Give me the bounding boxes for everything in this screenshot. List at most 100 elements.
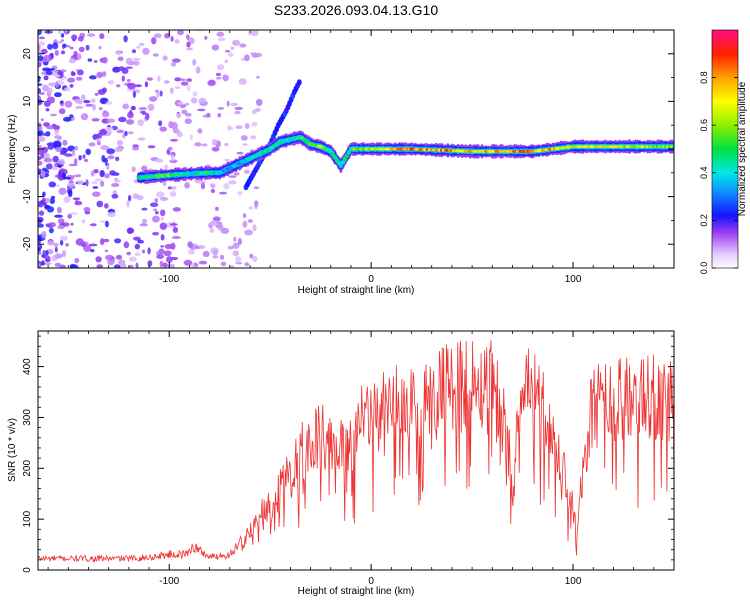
spectral-noise-blob bbox=[128, 264, 134, 268]
colorbar-tick-label: 0.4 bbox=[699, 167, 709, 180]
snr-panel: -100 0 100 0 100 200 300 400 Height of straight… bbox=[7, 330, 675, 597]
spectral-noise-blob bbox=[40, 118, 44, 121]
spectral-noise-blob bbox=[101, 99, 107, 104]
spectrogram-x-tick-label: 100 bbox=[565, 274, 582, 285]
spectral-noise-blob bbox=[49, 197, 55, 204]
spectral-noise-blob bbox=[41, 146, 48, 154]
spectral-noise-blob bbox=[98, 46, 102, 50]
spectral-noise-blob bbox=[146, 77, 153, 81]
spectral-ridge-mark bbox=[336, 161, 341, 165]
spectral-noise-blob bbox=[186, 47, 193, 51]
spectral-noise-blob bbox=[113, 264, 121, 268]
spectral-noise-blob bbox=[125, 119, 135, 125]
spectral-noise-blob bbox=[170, 186, 177, 190]
spectral-noise-blob bbox=[96, 264, 104, 268]
snr-y-tick-label: 100 bbox=[22, 510, 33, 527]
spectral-noise-blob bbox=[59, 101, 64, 104]
spectral-noise-blob bbox=[46, 125, 55, 130]
spectrogram-y-tick-label: 0 bbox=[22, 146, 33, 152]
spectral-noise-blob bbox=[54, 129, 60, 136]
spectral-noise-blob bbox=[211, 146, 220, 152]
spectral-noise-blob bbox=[154, 89, 160, 93]
spectral-noise-blob bbox=[137, 119, 144, 126]
spectral-noise-blob bbox=[85, 148, 91, 155]
spectral-noise-blob bbox=[154, 197, 159, 203]
spectral-noise-blob bbox=[92, 191, 101, 197]
spectral-noise-blob bbox=[84, 158, 88, 163]
spectral-noise-blob bbox=[45, 69, 53, 76]
spectral-noise-blob bbox=[215, 77, 222, 80]
spectral-ridge-mark bbox=[328, 150, 333, 153]
spectral-noise-blob bbox=[38, 50, 42, 54]
spectral-noise-blob bbox=[159, 90, 163, 97]
spectrogram-y-tick-label: -20 bbox=[22, 237, 33, 252]
spectral-noise-blob bbox=[87, 33, 96, 37]
spectral-noise-blob bbox=[194, 142, 202, 147]
spectral-noise-blob bbox=[159, 260, 164, 268]
spectral-noise-blob bbox=[235, 125, 243, 130]
spectral-noise-blob bbox=[58, 30, 62, 34]
spectral-noise-blob bbox=[162, 180, 167, 187]
spectral-noise-blob bbox=[198, 97, 207, 104]
spectral-noise-blob bbox=[174, 39, 180, 44]
spectral-noise-blob bbox=[100, 238, 105, 246]
spectral-noise-blob bbox=[82, 154, 86, 159]
colorbar-tick-label: 0.6 bbox=[699, 119, 709, 132]
spectral-noise-blob bbox=[43, 157, 53, 163]
spectral-noise-blob bbox=[163, 80, 170, 84]
spectral-noise-blob bbox=[242, 220, 248, 228]
spectral-noise-blob bbox=[47, 87, 53, 95]
spectral-noise-blob bbox=[105, 126, 114, 132]
spectral-noise-blob bbox=[72, 197, 81, 201]
spectral-noise-blob bbox=[88, 142, 96, 147]
spectral-noise-blob bbox=[90, 98, 96, 103]
spectral-noise-blob bbox=[136, 195, 144, 201]
spectral-ridge-mark bbox=[346, 151, 352, 154]
spectral-noise-blob bbox=[38, 30, 42, 36]
spectral-noise-blob bbox=[177, 30, 184, 36]
spectral-noise-blob bbox=[92, 104, 96, 111]
spectral-noise-blob bbox=[101, 155, 106, 163]
spectral-noise-blob bbox=[47, 144, 54, 150]
spectrogram-y-tick-label: 10 bbox=[22, 95, 33, 107]
spectral-noise-blob bbox=[57, 70, 64, 76]
spectral-noise-blob bbox=[195, 66, 201, 74]
spectral-noise-blob bbox=[184, 182, 191, 189]
spectral-noise-blob bbox=[38, 160, 43, 166]
spectral-noise-blob bbox=[224, 49, 231, 53]
spectral-noise-blob bbox=[133, 236, 141, 241]
snr-series-line bbox=[38, 340, 674, 563]
spectral-noise-blob bbox=[41, 231, 47, 239]
spectral-noise-blob bbox=[250, 135, 257, 140]
spectral-noise-blob bbox=[106, 148, 115, 155]
spectral-noise-blob bbox=[137, 239, 145, 244]
spectral-noise-blob bbox=[234, 106, 243, 111]
spectral-noise-blob bbox=[142, 47, 150, 55]
spectral-noise-blob bbox=[147, 145, 156, 149]
spectral-noise-blob bbox=[56, 184, 60, 188]
spectral-noise-blob bbox=[89, 75, 97, 80]
spectral-noise-blob bbox=[211, 44, 220, 51]
spectral-noise-blob bbox=[226, 100, 230, 107]
spectral-noise-blob bbox=[76, 53, 82, 60]
spectral-noise-blob bbox=[75, 76, 83, 81]
spectral-noise-blob bbox=[184, 118, 192, 125]
spectral-noise-blob bbox=[160, 217, 164, 221]
spectral-noise-blob bbox=[67, 213, 72, 219]
spectral-noise-blob bbox=[70, 70, 75, 77]
spectral-noise-blob bbox=[127, 82, 136, 90]
spectral-noise-blob bbox=[148, 96, 158, 102]
spectral-noise-blob bbox=[139, 43, 145, 46]
spectral-noise-blob bbox=[237, 237, 242, 245]
spectrogram-y-axis-label: Frequency (Hz) bbox=[7, 115, 18, 184]
spectral-noise-blob bbox=[209, 228, 215, 233]
colorbar-tick-label: 0.2 bbox=[699, 214, 709, 227]
spectral-noise-blob bbox=[53, 243, 59, 247]
spectral-noise-blob bbox=[105, 254, 114, 261]
spectral-noise-blob bbox=[217, 113, 221, 118]
snr-y-tick-label: 0 bbox=[22, 567, 33, 573]
spectral-noise-blob bbox=[215, 72, 222, 77]
spectral-noise-blob bbox=[59, 239, 64, 246]
spectral-ridge-mark bbox=[342, 157, 348, 161]
